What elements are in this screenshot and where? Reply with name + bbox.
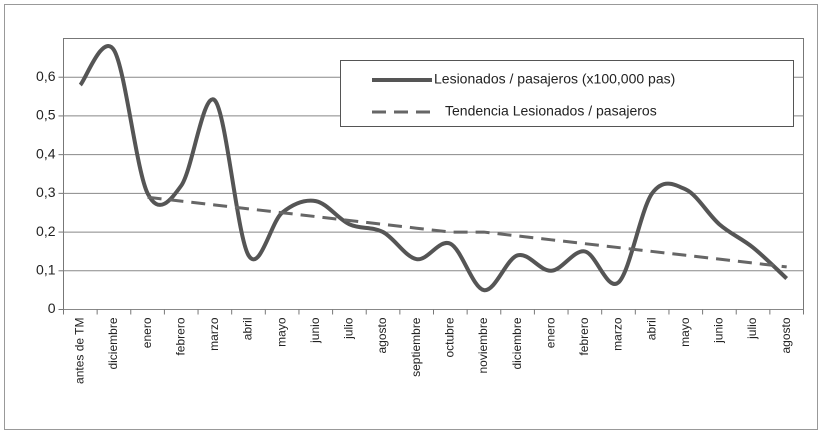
- trend-line: [147, 195, 787, 269]
- x-tick-label: mayo: [678, 317, 692, 347]
- legend-label: Lesionados / pasajeros (x100,000 pas): [434, 71, 675, 87]
- x-tick-label: abril: [241, 318, 255, 341]
- x-tick-label: noviembre: [476, 317, 490, 373]
- x-tick-label: febrero: [173, 317, 187, 355]
- x-tick-label: julio: [342, 317, 356, 340]
- x-tick-label: octubre: [442, 317, 456, 357]
- x-tick-label: antes de TM: [72, 318, 86, 384]
- x-tick-label: febrero: [577, 317, 591, 355]
- y-tick-label: 0,5: [36, 107, 56, 123]
- x-tick-label: mayo: [274, 317, 288, 347]
- y-tick-label: 0,1: [36, 261, 56, 277]
- data-line: [78, 44, 789, 293]
- x-tick-label: diciembre: [510, 317, 524, 369]
- x-tick-label: enero: [543, 317, 557, 348]
- y-tick-label: 0,4: [36, 145, 56, 161]
- y-tick-label: 0,3: [36, 184, 56, 200]
- y-tick-label: 0: [48, 300, 56, 316]
- y-tick-label: 0,6: [36, 68, 56, 84]
- x-tick-label: abril: [644, 318, 658, 341]
- x-tick-label: junio: [308, 317, 322, 344]
- x-tick-label: septiembre: [409, 317, 423, 377]
- x-tick-label: junio: [712, 317, 726, 344]
- x-tick-label: enero: [140, 317, 154, 348]
- x-tick-label: julio: [745, 317, 759, 340]
- x-tick-label: diciembre: [106, 317, 120, 369]
- x-tick-label: agosto: [375, 317, 389, 353]
- x-tick-label: marzo: [611, 317, 625, 351]
- x-tick-label: agosto: [779, 317, 793, 353]
- x-tick-label: marzo: [207, 317, 221, 351]
- y-tick-label: 0,2: [36, 223, 56, 239]
- legend-box: [340, 60, 794, 127]
- legend-label: Tendencia Lesionados / pasajeros: [445, 103, 657, 119]
